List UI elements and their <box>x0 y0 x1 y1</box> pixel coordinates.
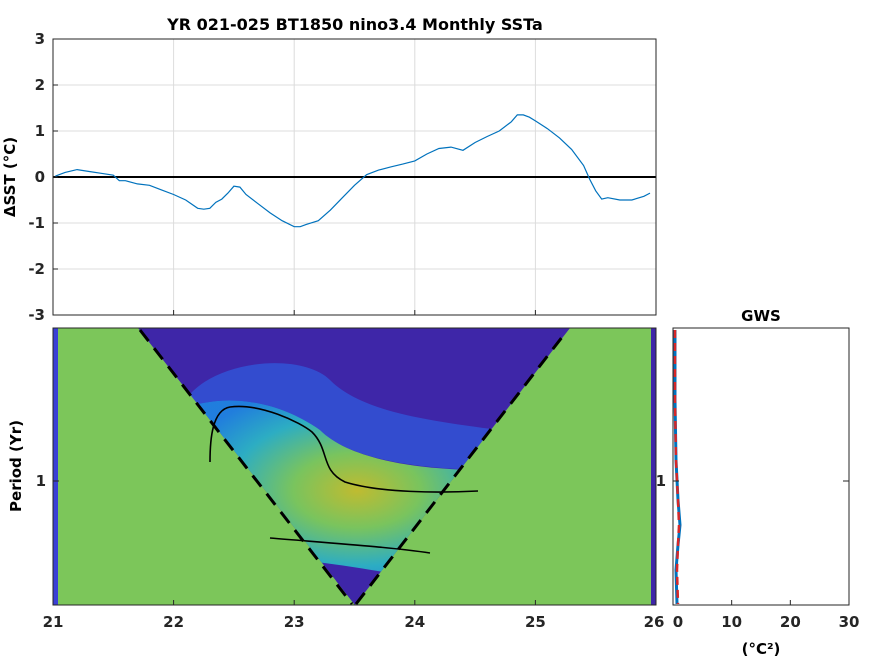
sst-y-tick-label: -3 <box>28 306 45 324</box>
wavelet-x-tick-label: 25 <box>525 613 546 631</box>
gws-axes-box <box>672 327 850 606</box>
right-edge-strip <box>651 328 656 605</box>
sst-y-tick-label: -1 <box>28 214 45 232</box>
sst-y-tick-label: -2 <box>28 260 45 278</box>
sst-y-tick-label: 1 <box>35 122 45 140</box>
gws-x-axis-label: (°C²) <box>742 640 781 656</box>
wavelet-axes-box <box>52 327 657 606</box>
gws-title: GWS <box>741 307 781 325</box>
wavelet-panel: 21 22 23 24 25 26 1 Period (Yr) <box>7 327 665 631</box>
sst-y-tick-label: 0 <box>35 168 45 186</box>
sst-y-tick-label: 2 <box>35 76 45 94</box>
gws-x-tick-label: 10 <box>721 613 742 631</box>
wavelet-x-tick-label: 24 <box>404 613 425 631</box>
gws-x-tick-label: 30 <box>839 613 860 631</box>
gws-series-line-red <box>673 330 681 605</box>
significance-contour-upper <box>209 405 479 493</box>
gws-plot-area <box>673 328 849 605</box>
gws-x-tick-label: 20 <box>780 613 801 631</box>
wavelet-y-axis-label: Period (Yr) <box>7 420 25 512</box>
gws-y-tick-label: 1 <box>656 472 666 490</box>
cone-of-influence <box>138 329 568 605</box>
sst-panel: -3 -2 -1 0 1 2 3 YR 021-025 BT1850 nino3.4 Mon… <box>1 15 657 324</box>
wavelet-x-tick-label: 22 <box>163 613 184 631</box>
sst-title: YR 021-025 BT1850 nino3.4 Monthly SSTa <box>166 15 543 34</box>
wavelet-x-tick-label: 23 <box>284 613 305 631</box>
gws-x-tick-label: 0 <box>673 613 683 631</box>
sst-x-ticks <box>173 310 536 315</box>
gws-panel: 0 10 20 30 1 GWS (°C²) <box>656 307 860 656</box>
gws-x-ticks: 0 10 20 30 <box>672 600 860 631</box>
sst-y-tick-label: 3 <box>35 30 45 48</box>
wavelet-x-tick-label: 21 <box>43 613 64 631</box>
sst-y-axis-label: ΔSST (°C) <box>1 137 19 217</box>
sst-y-ticks: -3 -2 -1 0 1 2 3 <box>28 30 58 324</box>
wavelet-y-tick-label: 1 <box>36 472 46 490</box>
wavelet-x-tick-label: 26 <box>644 613 665 631</box>
sst-series-line <box>55 114 651 228</box>
wavelet-x-ticks: 21 22 23 24 25 26 <box>43 600 665 631</box>
significance-contour-lower <box>269 537 431 554</box>
left-edge-strip <box>53 328 58 605</box>
